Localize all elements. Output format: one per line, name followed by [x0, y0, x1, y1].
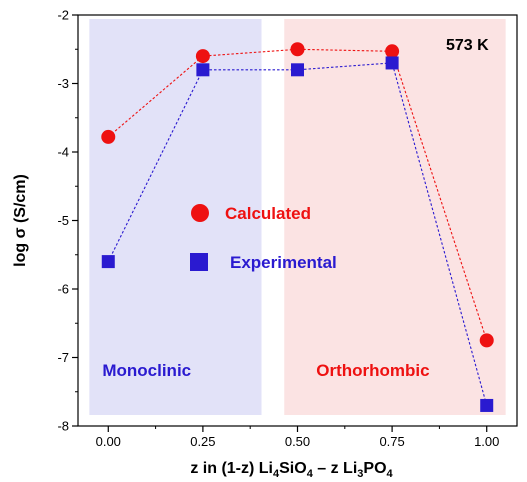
- region-orthorhombic: [284, 19, 506, 415]
- x-axis-label: z in (1-z) Li4SiO4 – z Li3PO4: [190, 460, 393, 480]
- legend-calculated-label: Calculated: [225, 204, 311, 223]
- experimental-point: [196, 63, 210, 77]
- calculated-point: [101, 129, 116, 144]
- temperature-annotation: 573 K: [446, 37, 489, 54]
- calculated-point: [195, 49, 210, 64]
- experimental-point: [385, 56, 399, 70]
- experimental-point: [480, 398, 494, 412]
- calculated-point: [290, 42, 305, 57]
- region-label-orthorhombic: Orthorhombic: [316, 361, 429, 380]
- x-tick-label: 0.50: [285, 434, 310, 449]
- y-tick-label: -7: [57, 350, 69, 365]
- region-monoclinic: [89, 19, 262, 415]
- x-tick-label: 0.00: [96, 434, 121, 449]
- experimental-point: [291, 63, 304, 77]
- y-tick-label: -2: [57, 8, 69, 23]
- x-tick-label: 0.25: [190, 434, 215, 449]
- y-tick-label: -3: [57, 76, 69, 91]
- calculated-point: [479, 333, 494, 348]
- y-tick-label: -5: [57, 213, 69, 228]
- x-tick-label: 0.75: [379, 434, 404, 449]
- x-tick-label: 1.00: [474, 434, 499, 449]
- experimental-point: [101, 255, 115, 269]
- legend-experimental-marker: [190, 253, 208, 271]
- axes: 0.00 0.25 0.50 0.75 1.00 -2 -3 -4 -5 -6 -7 -8: [57, 8, 518, 449]
- y-axis-label: log σ (S/cm): [12, 174, 29, 267]
- legend-calculated-marker: [191, 204, 209, 222]
- y-tick-label: -8: [57, 419, 69, 434]
- legend-experimental-label: Experimental: [230, 253, 337, 272]
- phase-regions: [89, 19, 506, 415]
- series-markers: [101, 42, 494, 412]
- labels: Monoclinic Orthorhombic log σ (S/cm) z in (…: [12, 37, 489, 480]
- region-label-monoclinic: Monoclinic: [102, 361, 191, 380]
- calculated-point: [385, 44, 400, 59]
- y-tick-label: -4: [57, 145, 69, 160]
- calculated-line: [107, 48, 488, 341]
- y-tick-label: -6: [57, 282, 69, 297]
